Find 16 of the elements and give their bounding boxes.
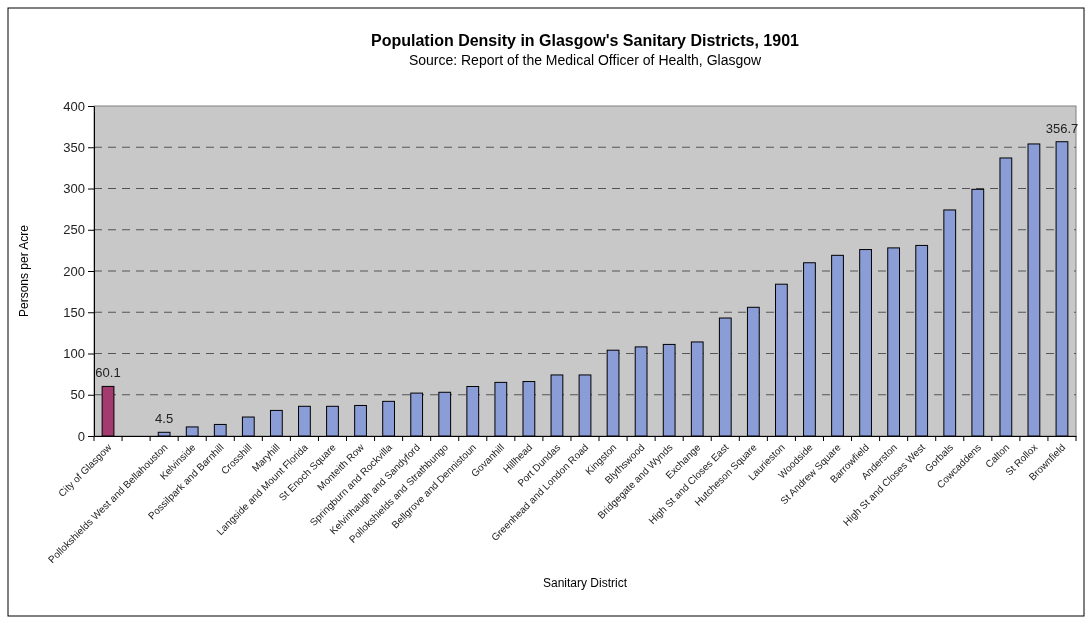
- y-tick-label: 350: [63, 139, 85, 155]
- y-tick-label: 0: [77, 428, 85, 444]
- data-label: 60.1: [95, 365, 121, 381]
- y-tick-label: 100: [63, 346, 85, 362]
- y-tick-label: 400: [63, 98, 85, 114]
- chart-title: Population Density in Glasgow's Sanitary Districts, 1901: [371, 32, 800, 49]
- data-label: 4.5: [155, 411, 174, 427]
- y-tick-label: 150: [63, 304, 85, 320]
- chart-subtitle: Source: Report of the Medical Officer of Health, Glasgow: [408, 52, 763, 68]
- y-tick-label: 250: [63, 222, 85, 238]
- y-tick-label: 50: [70, 387, 85, 403]
- y-tick-label: 300: [63, 181, 85, 197]
- y-axis-title: Persons per Acre: [17, 224, 31, 318]
- y-tick-label: 200: [63, 263, 85, 279]
- data-label: 356.7: [1045, 120, 1079, 136]
- x-axis-title: Sanitary District: [542, 576, 628, 590]
